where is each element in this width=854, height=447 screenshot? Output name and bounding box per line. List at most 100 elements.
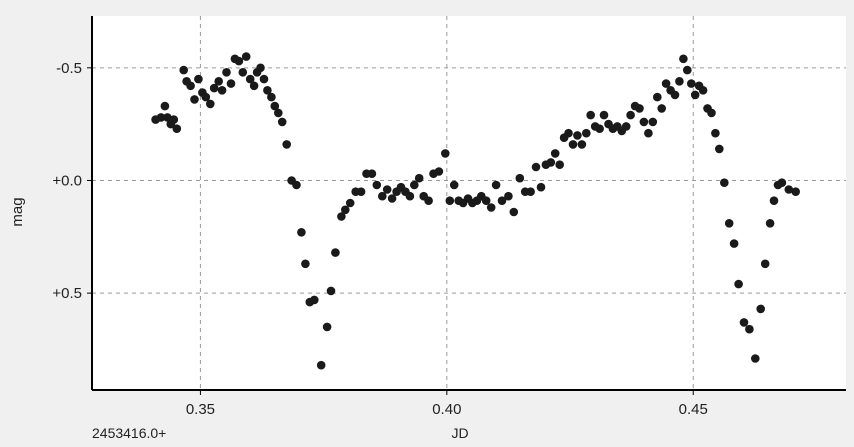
data-point: [769, 196, 779, 205]
data-point: [186, 81, 195, 91]
y-tick-label: -0.5: [56, 60, 82, 77]
data-point: [577, 140, 587, 149]
data-point: [156, 113, 166, 122]
data-point: [172, 124, 182, 133]
data-point: [234, 56, 244, 66]
data-point: [639, 117, 649, 127]
data-point: [734, 279, 743, 289]
x-offset-label: 2453416.0+: [92, 425, 166, 441]
data-point: [322, 322, 332, 332]
data-point: [573, 131, 582, 140]
data-point: [445, 196, 455, 205]
data-point: [337, 212, 346, 221]
data-point: [729, 239, 739, 248]
data-point: [724, 219, 734, 228]
data-point: [536, 182, 546, 192]
data-point: [715, 144, 724, 154]
data-point: [564, 128, 573, 138]
data-point: [206, 99, 215, 109]
data-point: [698, 86, 708, 95]
data-point: [481, 196, 491, 205]
data-point: [292, 180, 301, 190]
data-point: [657, 104, 666, 113]
data-point: [526, 187, 535, 196]
data-point: [356, 187, 366, 196]
data-point: [670, 90, 680, 100]
data-point: [599, 110, 609, 120]
data-point: [739, 318, 749, 327]
data-point: [434, 167, 444, 176]
data-point: [256, 63, 265, 73]
data-point: [683, 65, 692, 75]
data-point: [497, 196, 507, 205]
data-point: [777, 178, 787, 187]
x-axis-label: JD: [451, 425, 468, 441]
data-point: [675, 77, 684, 86]
y-tick-label: +0.5: [52, 285, 82, 302]
data-point: [405, 191, 415, 201]
data-point: [707, 108, 716, 118]
data-point: [326, 286, 336, 296]
data-point: [190, 95, 199, 104]
data-point: [222, 68, 231, 77]
data-point: [194, 74, 203, 84]
data-point: [491, 180, 501, 190]
data-point: [217, 86, 227, 95]
data-point: [372, 180, 382, 190]
data-point: [648, 117, 658, 127]
data-point: [341, 205, 350, 215]
data-point: [690, 90, 700, 100]
data-point: [274, 108, 283, 118]
data-point: [382, 185, 392, 194]
data-point: [504, 191, 513, 201]
x-tick-label: 0.35: [186, 401, 215, 418]
data-point: [249, 81, 259, 91]
data-point: [644, 128, 653, 138]
data-point: [531, 162, 541, 172]
data-point: [160, 101, 170, 111]
data-point: [226, 79, 236, 88]
data-point: [635, 104, 644, 113]
data-point: [760, 259, 770, 269]
data-point: [486, 203, 496, 212]
data-point: [169, 115, 179, 124]
data-point: [679, 54, 688, 64]
data-point: [586, 110, 595, 120]
data-points: [151, 52, 800, 370]
data-point: [214, 77, 223, 86]
data-point: [263, 86, 272, 95]
data-point: [241, 52, 251, 61]
data-point: [238, 68, 248, 77]
data-point: [756, 304, 765, 314]
data-point: [414, 173, 424, 183]
y-tick-label: +0.0: [52, 172, 82, 189]
data-point: [582, 128, 591, 138]
data-point: [387, 194, 397, 203]
data-point: [546, 158, 556, 167]
data-point: [345, 198, 355, 208]
data-point: [791, 187, 800, 196]
data-point: [515, 173, 525, 183]
data-point: [653, 92, 662, 102]
data-point: [784, 185, 794, 194]
data-point: [745, 324, 754, 334]
data-point: [367, 169, 377, 178]
x-tick-label: 0.40: [432, 401, 461, 418]
data-point: [626, 110, 635, 120]
data-point: [316, 360, 326, 370]
data-point: [245, 74, 255, 84]
data-point: [751, 354, 760, 363]
data-point: [410, 180, 419, 190]
data-point: [441, 149, 450, 158]
data-point: [201, 92, 211, 102]
data-point: [550, 149, 560, 158]
data-point: [711, 128, 720, 138]
data-point: [687, 79, 696, 88]
data-point: [765, 219, 775, 228]
data-point: [555, 160, 564, 169]
data-point: [267, 92, 276, 102]
data-point: [331, 248, 340, 257]
data-point: [259, 74, 269, 84]
